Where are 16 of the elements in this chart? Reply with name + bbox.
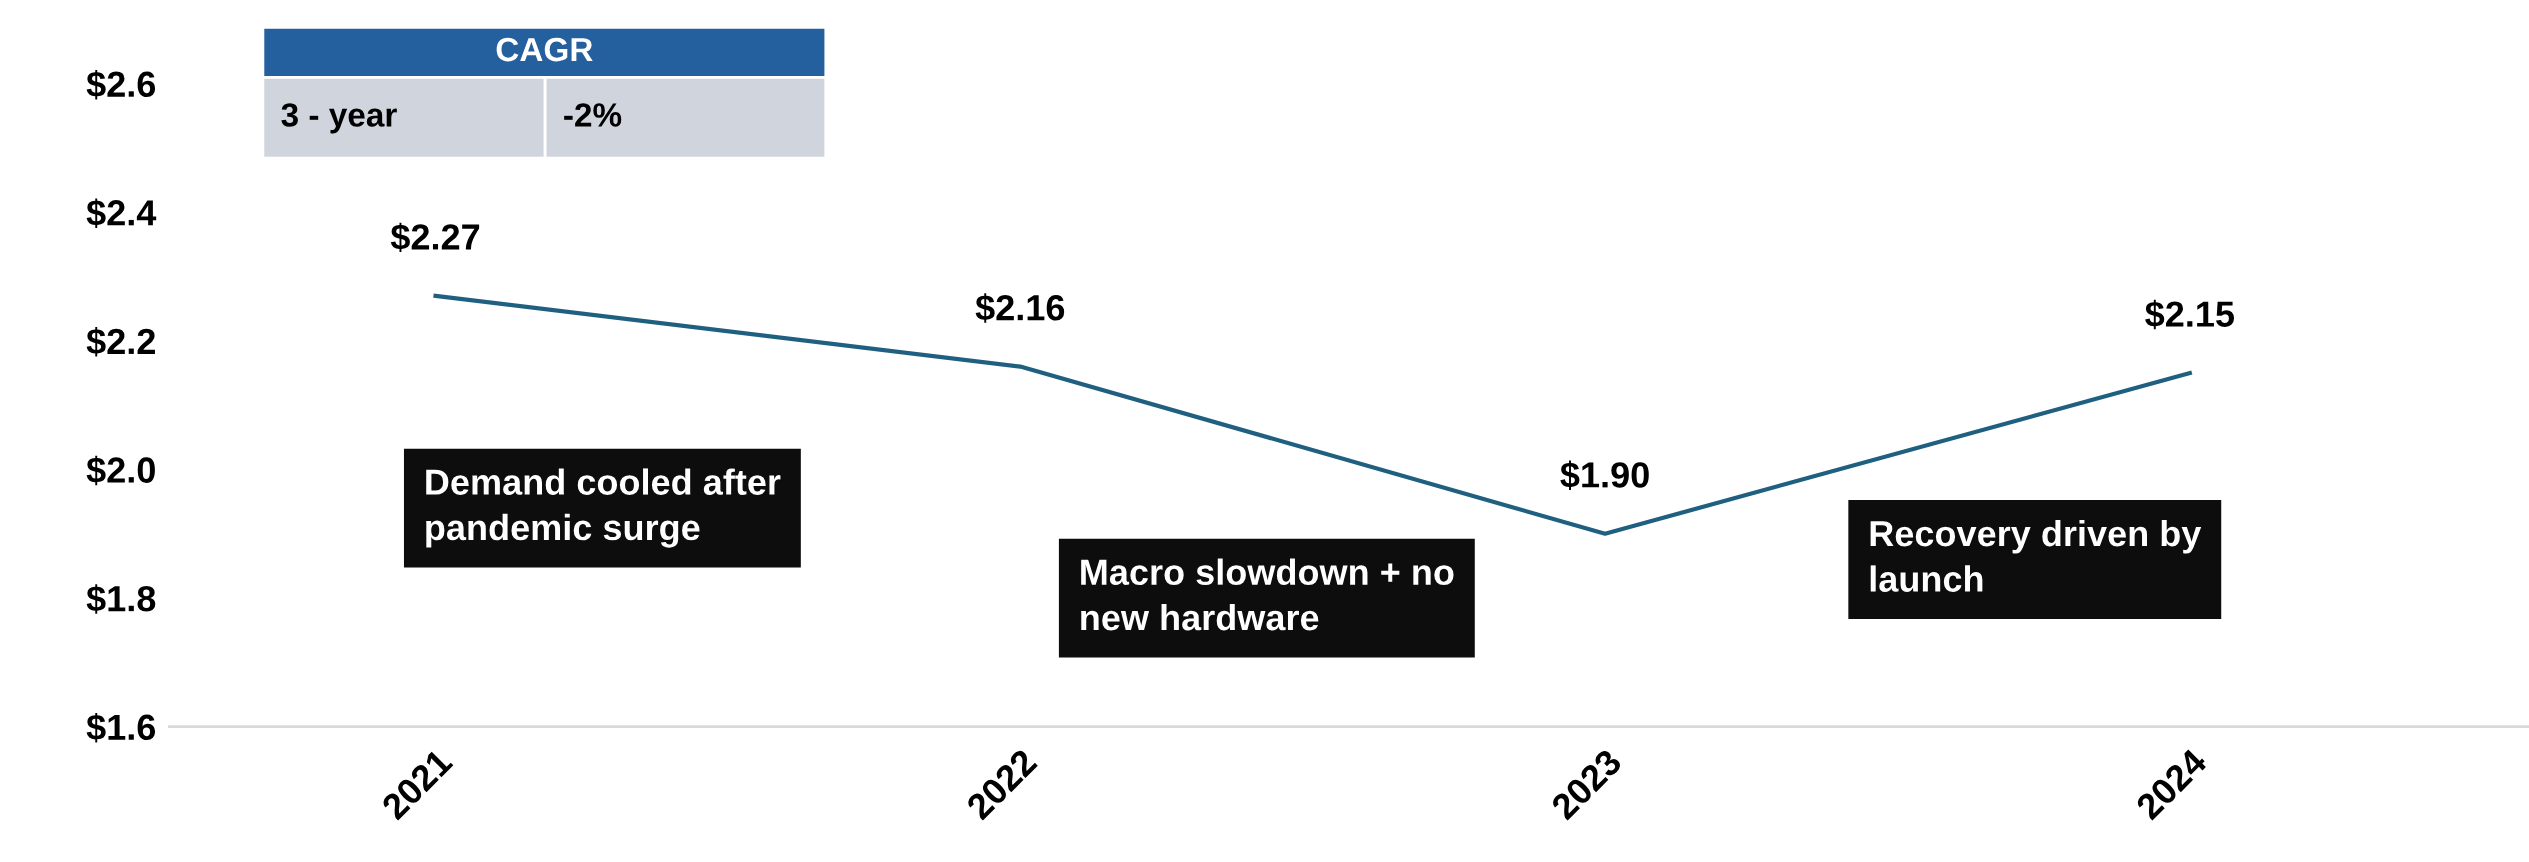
annotation: Recovery driven by launch (1870, 519, 2202, 592)
data-label: $2.27 (390, 222, 480, 253)
y-tick-label: $2.6 (86, 69, 156, 100)
annotation: Demand cooled after pandemic surge (426, 468, 781, 548)
annotation: 3 - year (281, 103, 397, 134)
y-tick-label: $1.6 (86, 712, 156, 743)
data-label: $1.90 (1560, 460, 1649, 491)
data-label: $2.16 (975, 293, 1065, 323)
text: CAGR (496, 37, 593, 62)
annotation: Macro slowdown + no new hardware (1081, 558, 1454, 631)
y-tick-label: $2.0 (86, 455, 155, 486)
y-tick-label: $2.2 (86, 327, 155, 357)
y-tick-label: $1.8 (86, 584, 156, 614)
annotation: -2% (564, 103, 622, 127)
y-tick-label: $2.4 (86, 198, 157, 228)
data-label: $2.15 (2145, 299, 2235, 330)
